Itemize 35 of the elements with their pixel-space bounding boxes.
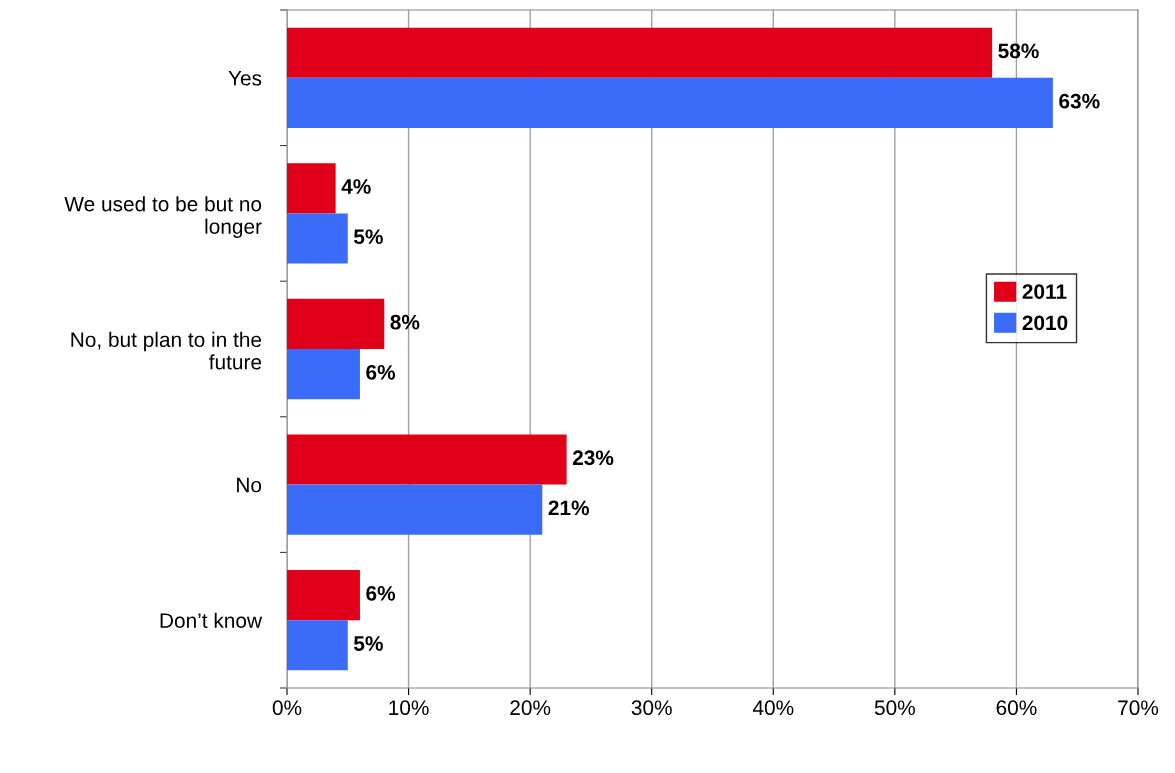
y-tick-label: No — [237, 477, 262, 493]
x-tick-label: 50% — [874, 700, 915, 716]
y-tick-label: No, but plan to in the future — [71, 331, 262, 370]
data-label: 5% — [353, 229, 383, 245]
y-tick-label: Don’t know — [160, 612, 263, 628]
y-tick-label: We used to be but no longer — [64, 196, 262, 238]
x-tick-label: 0% — [272, 700, 302, 716]
bar — [287, 163, 336, 214]
data-label: 5% — [353, 636, 383, 651]
bar — [287, 484, 543, 535]
data-label: 6% — [366, 585, 396, 601]
bar — [287, 570, 360, 621]
legend-label: 2011 — [1022, 284, 1067, 299]
bar — [287, 349, 360, 400]
y-tick-label: Yes — [228, 71, 262, 86]
x-tick-label: 30% — [631, 700, 672, 716]
data-label: 63% — [1059, 93, 1100, 109]
data-label: 23% — [572, 450, 614, 466]
bar — [287, 298, 385, 349]
data-label: 21% — [548, 500, 589, 516]
bar — [287, 213, 348, 264]
bar — [287, 27, 993, 78]
bar — [287, 620, 348, 671]
data-label: 4% — [341, 179, 371, 194]
bar — [287, 434, 567, 485]
x-tick-label: 10% — [389, 700, 429, 716]
bar — [287, 77, 1053, 128]
data-label: 6% — [366, 364, 396, 380]
legend-label: 2010 — [1022, 315, 1068, 331]
x-tick-label: 40% — [752, 700, 794, 716]
x-tick-label: 60% — [996, 700, 1037, 716]
data-label: 58% — [998, 43, 1039, 59]
x-tick-label: 70% — [1118, 700, 1159, 716]
data-label: 8% — [390, 314, 420, 330]
x-tick-label: 20% — [510, 700, 551, 716]
